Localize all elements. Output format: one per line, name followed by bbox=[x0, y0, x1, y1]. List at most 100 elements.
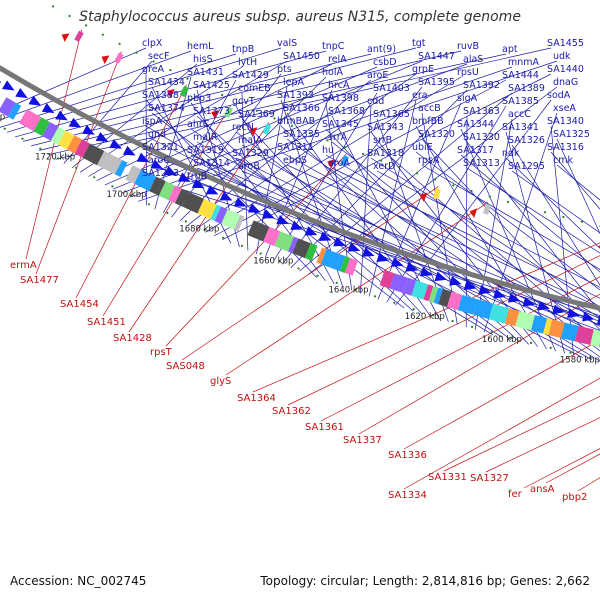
top-gene-labels: clpX hemL tnpB valS tnpC ant(9) tgt ruvB apt SA14… bbox=[142, 38, 590, 182]
reverse-gene-arrow bbox=[211, 110, 219, 120]
gene-label: SA1477 bbox=[20, 275, 59, 286]
gene-block bbox=[0, 97, 16, 117]
label-leader bbox=[35, 51, 122, 275]
bottom-gene-labels: ermA SA1477 SA1454 SA1451 SA1428 rpsT SAS048 gl… bbox=[10, 260, 587, 503]
label-leader bbox=[320, 276, 600, 422]
gene-label: rpsT bbox=[150, 347, 173, 358]
outer-dot bbox=[354, 288, 357, 291]
forward-gene-arrow bbox=[419, 266, 433, 277]
forward-gene-arrow bbox=[493, 288, 506, 299]
outer-dot bbox=[203, 228, 206, 231]
gene-label: SA1373 bbox=[193, 106, 230, 117]
gene-label: SA1434 bbox=[148, 77, 185, 88]
inner-dot bbox=[68, 14, 71, 18]
reverse-gene-block bbox=[179, 85, 189, 98]
forward-gene-arrow bbox=[582, 311, 595, 322]
label-leader bbox=[273, 92, 378, 262]
forward-gene-arrow bbox=[150, 159, 164, 169]
gene-label: SA1326 bbox=[508, 135, 545, 146]
gene-label: SA1329 bbox=[232, 148, 269, 159]
gene-label: aroC bbox=[148, 155, 170, 166]
label-leader bbox=[505, 131, 565, 354]
outer-dot bbox=[259, 252, 262, 255]
outer-dot bbox=[75, 166, 78, 169]
gene-block bbox=[447, 291, 463, 311]
label-leader bbox=[0, 50, 192, 121]
gene-block bbox=[403, 277, 417, 296]
outer-dot bbox=[432, 314, 435, 317]
forward-arrows-track bbox=[0, 80, 600, 325]
gene-block bbox=[574, 325, 594, 346]
gene-label: SA1319 bbox=[187, 145, 224, 156]
inner-dot bbox=[580, 220, 584, 223]
gene-block bbox=[438, 288, 452, 307]
gene-block bbox=[19, 109, 42, 132]
gene-block bbox=[106, 155, 123, 175]
gene-block bbox=[457, 294, 478, 315]
forward-gene-arrow bbox=[15, 88, 28, 99]
gene-label: SA1392 bbox=[463, 80, 500, 91]
label-leader bbox=[196, 73, 417, 229]
gene-label: hu bbox=[322, 145, 334, 156]
label-leader bbox=[511, 170, 600, 234]
outer-dot bbox=[240, 244, 243, 247]
gene-label: SAS048 bbox=[166, 361, 205, 372]
gene-label: SA1343 bbox=[367, 122, 404, 133]
gene-block bbox=[560, 322, 579, 342]
forward-gene-arrow bbox=[247, 203, 261, 213]
coordinate-tick-label: 1700 kbp bbox=[107, 190, 147, 200]
gene-label: udk bbox=[553, 51, 571, 62]
label-leader bbox=[25, 29, 83, 260]
gene-label: SA1403 bbox=[373, 83, 410, 94]
gene-label: holA bbox=[322, 67, 343, 78]
coordinate-tick-label: 1680 kbp bbox=[179, 225, 219, 235]
inner-dot bbox=[290, 124, 294, 127]
forward-gene-arrow bbox=[95, 131, 109, 142]
inner-dot bbox=[273, 117, 276, 120]
gene-block bbox=[82, 143, 105, 166]
gene-block bbox=[168, 185, 182, 204]
inner-dot bbox=[169, 69, 172, 72]
label-leader bbox=[395, 99, 552, 306]
label-leader bbox=[222, 73, 552, 241]
gene-label: glyS bbox=[210, 376, 231, 387]
gene-label: srrA bbox=[328, 132, 348, 143]
forward-gene-arrow bbox=[596, 315, 600, 325]
inner-dot bbox=[507, 200, 510, 204]
gene-label: pbp2 bbox=[562, 492, 587, 503]
gene-block bbox=[292, 238, 311, 259]
inner-dot bbox=[543, 211, 547, 214]
outer-dot bbox=[57, 157, 60, 160]
inner-dot bbox=[397, 165, 401, 169]
gene-block bbox=[389, 273, 409, 294]
forward-gene-arrow bbox=[0, 80, 2, 83]
gene-block bbox=[590, 329, 600, 348]
gene-block bbox=[335, 254, 346, 272]
gene-label: SA1365 bbox=[373, 109, 410, 120]
gene-label: SA1330 bbox=[463, 132, 500, 143]
gene-label: ahrC bbox=[187, 119, 210, 130]
label-leader bbox=[280, 151, 600, 327]
gene-block bbox=[530, 315, 548, 334]
inner-dot bbox=[51, 5, 55, 8]
gene-label: accB bbox=[418, 103, 441, 114]
label-leader bbox=[6, 47, 282, 133]
gene-block bbox=[543, 318, 553, 335]
forward-gene-arrow bbox=[233, 197, 247, 207]
gene-label: era bbox=[412, 90, 428, 101]
inner-dot bbox=[470, 189, 473, 193]
inner-dot bbox=[362, 152, 365, 156]
gene-block bbox=[288, 236, 299, 254]
label-leader bbox=[129, 66, 513, 198]
forward-gene-arrow bbox=[567, 308, 580, 318]
forward-gene-arrow bbox=[522, 296, 536, 307]
label-leader bbox=[31, 47, 417, 147]
reverse-gene-arrow bbox=[327, 159, 335, 169]
inner-dot bbox=[344, 146, 347, 149]
gene-label: SA1321 bbox=[142, 142, 179, 153]
gene-block bbox=[263, 226, 281, 247]
map-title: Staphylococcus aureus subsp. aureus N315… bbox=[79, 9, 521, 25]
gene-label: SA1311 bbox=[277, 142, 314, 153]
inner-dot bbox=[186, 77, 189, 80]
forward-gene-arrow bbox=[478, 284, 492, 295]
